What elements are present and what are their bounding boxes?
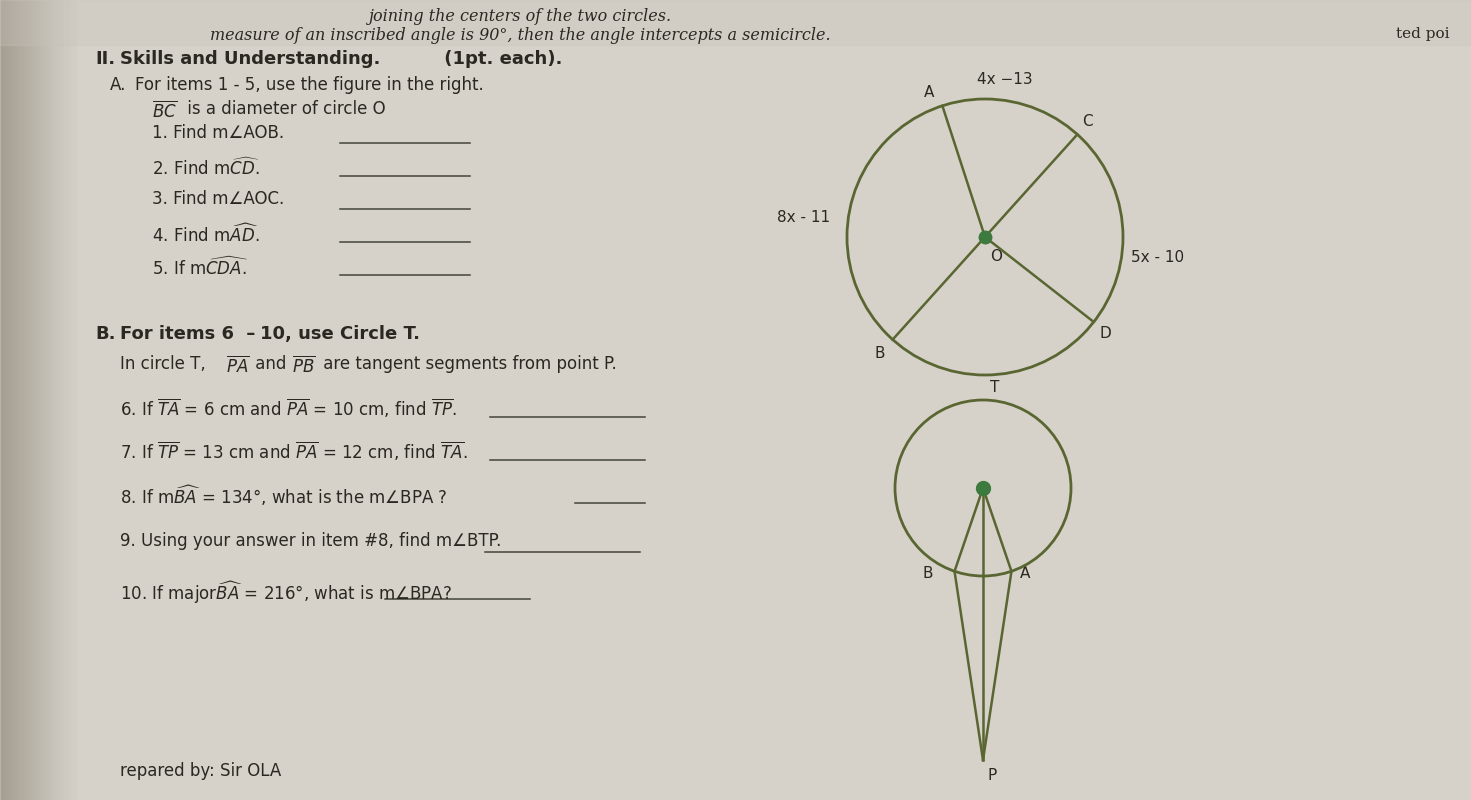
Text: A: A <box>1019 566 1030 581</box>
Text: T: T <box>990 380 999 395</box>
Text: repared by: Sir OLA: repared by: Sir OLA <box>121 762 281 780</box>
Text: 1. Find m∠AOB.: 1. Find m∠AOB. <box>152 124 284 142</box>
Text: 4. Find m$\widehat{AD}$.: 4. Find m$\widehat{AD}$. <box>152 223 259 246</box>
Text: 6. If $\overline{TA}$ = 6 cm and $\overline{PA}$ = 10 cm, find $\overline{TP}$.: 6. If $\overline{TA}$ = 6 cm and $\overl… <box>121 397 457 420</box>
Text: 9. Using your answer in item #8, find m∠BTP.: 9. Using your answer in item #8, find m∠… <box>121 532 502 550</box>
Text: $\overline{BC}$: $\overline{BC}$ <box>152 100 177 121</box>
Text: 5x - 10: 5x - 10 <box>1131 250 1184 265</box>
Text: O: O <box>990 249 1002 264</box>
Text: B: B <box>922 566 933 581</box>
Text: 2. Find m$\widehat{CD}$.: 2. Find m$\widehat{CD}$. <box>152 157 260 179</box>
Text: D: D <box>1100 326 1112 341</box>
Text: 10. If major$\widehat{BA}$ = 216°, what is m∠BPA?: 10. If major$\widehat{BA}$ = 216°, what … <box>121 579 452 606</box>
Text: 10, use Circle T.: 10, use Circle T. <box>260 325 421 343</box>
Text: 7. If $\overline{TP}$ = 13 cm and $\overline{PA}$ = 12 cm, find $\overline{TA}$.: 7. If $\overline{TP}$ = 13 cm and $\over… <box>121 440 468 463</box>
Text: For items 1 - 5, use the figure in the right.: For items 1 - 5, use the figure in the r… <box>135 76 484 94</box>
Text: 3. Find m∠AOC.: 3. Find m∠AOC. <box>152 190 284 208</box>
Text: $\overline{PB}$: $\overline{PB}$ <box>293 355 315 376</box>
Text: measure of an inscribed angle is 90°, then the angle intercepts a semicircle.: measure of an inscribed angle is 90°, th… <box>210 27 830 44</box>
Text: $\overline{PA}$: $\overline{PA}$ <box>227 355 250 376</box>
Text: 8x - 11: 8x - 11 <box>777 210 830 225</box>
Text: C: C <box>1083 114 1093 130</box>
Bar <box>0 0 1471 45</box>
Text: is a diameter of circle O: is a diameter of circle O <box>182 100 385 118</box>
Text: are tangent segments from point P.: are tangent segments from point P. <box>318 355 616 373</box>
Text: For items 6: For items 6 <box>121 325 234 343</box>
Text: B: B <box>874 346 884 361</box>
Text: In circle T,: In circle T, <box>121 355 206 373</box>
Text: Skills and Understanding.: Skills and Understanding. <box>121 50 381 68</box>
Text: A.: A. <box>110 76 127 94</box>
Text: and: and <box>250 355 291 373</box>
Text: P: P <box>989 768 997 783</box>
Text: A: A <box>924 85 934 100</box>
Text: (1pt. each).: (1pt. each). <box>438 50 562 68</box>
Text: 5. If m$\widehat{CDA}$.: 5. If m$\widehat{CDA}$. <box>152 256 249 278</box>
Text: II.: II. <box>96 50 115 68</box>
Text: 4x −13: 4x −13 <box>977 72 1033 86</box>
Text: B.: B. <box>96 325 116 343</box>
Text: joining the centers of the two circles.: joining the centers of the two circles. <box>368 8 672 25</box>
Text: 8. If m$\widehat{BA}$ = 134°, what is the m∠BPA ?: 8. If m$\widehat{BA}$ = 134°, what is th… <box>121 483 447 507</box>
Text: ted poi: ted poi <box>1396 27 1450 41</box>
Text: –: – <box>240 325 262 343</box>
